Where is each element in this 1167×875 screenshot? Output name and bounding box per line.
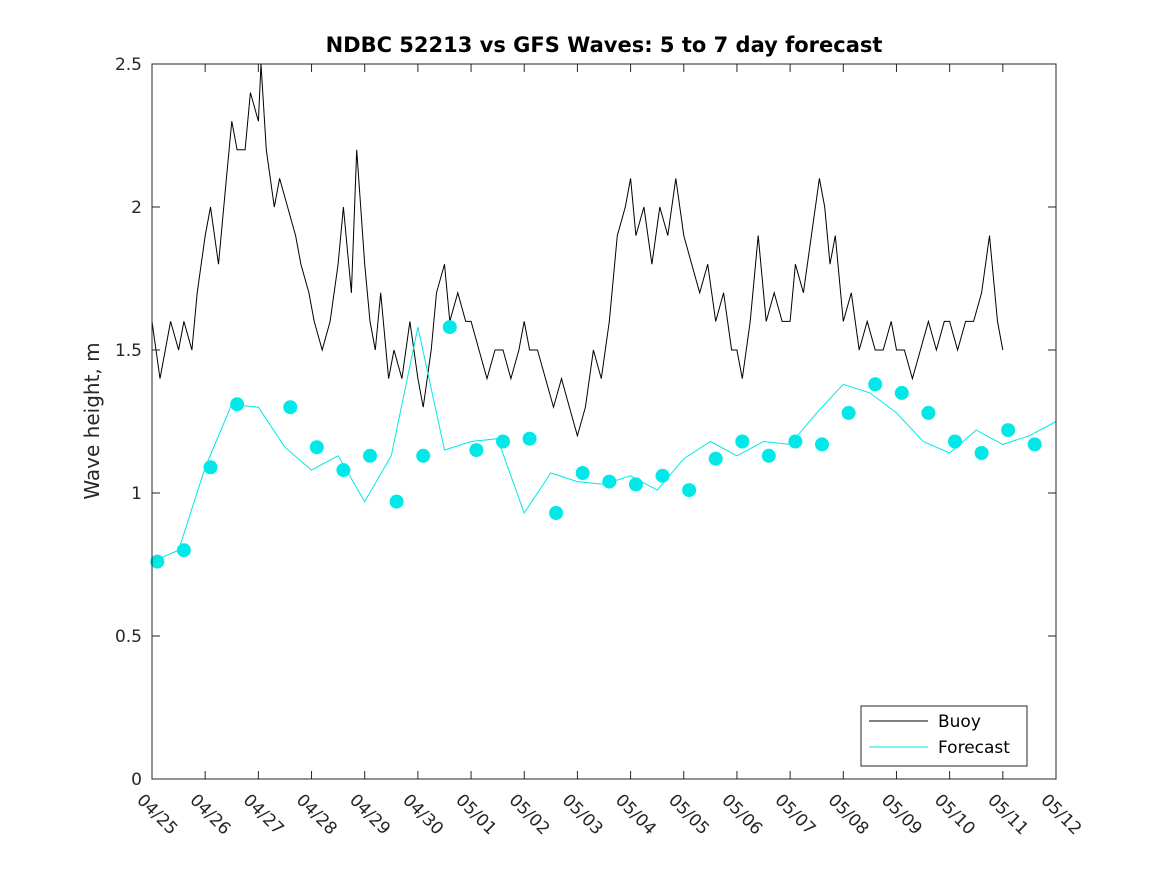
plot-frame [151,63,1057,780]
x-tick-label: 04/26 [186,790,235,839]
forecast-marker [176,543,191,558]
plot-area [150,63,1057,569]
chart-title: NDBC 52213 vs GFS Waves: 5 to 7 day fore… [326,33,883,57]
x-tick-label: 05/09 [877,790,926,839]
forecast-marker [416,448,431,463]
forecast-marker [469,443,484,458]
forecast-marker [442,320,457,335]
forecast-marker [602,474,617,489]
legend-box [860,705,1028,767]
y-tick-label: 2.5 [115,55,142,75]
x-tick-label: 05/02 [505,790,554,839]
y-tick-label: 2 [131,198,142,218]
forecast-marker [815,437,829,452]
forecast-marker [974,446,989,460]
x-tick-label: 05/08 [824,790,873,839]
forecast-marker [389,494,404,509]
y-tick-label: 1.5 [115,341,142,361]
x-tick-label: 04/29 [345,790,394,839]
forecast-marker [363,448,377,463]
x-tick-label: 05/06 [717,790,766,839]
x-tick-label: 05/03 [558,790,607,839]
forecast-marker [868,377,883,392]
forecast-marker [628,477,643,492]
forecast-marker [921,405,936,420]
forecast-marker [894,385,909,400]
forecast-marker [841,405,856,420]
forecast-marker [309,440,324,455]
forecast-marker [150,554,165,569]
y-tick-label: 0.5 [115,627,142,647]
forecast-marker [655,468,670,483]
forecast-marker [336,463,351,478]
forecast-marker [708,451,723,466]
forecast-marker [788,434,803,449]
forecast-marker [1001,423,1016,438]
x-tick-label: 04/27 [239,790,288,839]
series-line-buoy [151,63,1004,438]
forecast-marker [203,460,218,475]
forecast-marker [1027,437,1042,452]
forecast-marker [549,506,564,520]
forecast-marker [283,400,298,415]
legend-buoy-label: Buoy [938,712,981,732]
forecast-marker [230,397,245,412]
forecast-marker [682,483,697,498]
x-tick-label: 05/05 [664,790,713,839]
x-tick-label: 05/10 [930,790,979,839]
x-tick-label: 04/28 [292,790,341,839]
forecast-marker [522,431,537,446]
legend: Buoy Forecast [860,705,1028,767]
y-axis-label: Wave height, m [80,342,104,499]
forecast-marker [948,434,962,449]
legend-forecast-label: Forecast [938,738,1010,758]
x-tick-label: 04/25 [132,790,181,839]
y-tick-label: 0 [131,770,142,790]
x-tick-label: 05/11 [983,790,1032,839]
forecast-marker [575,466,590,480]
y-tick-label: 1 [131,484,142,504]
x-tick-label: 05/07 [771,790,820,839]
x-tick-label: 05/01 [452,790,501,839]
forecast-marker [761,448,776,463]
x-tick-label: 04/30 [398,790,447,839]
x-tick-label: 05/04 [611,790,660,839]
forecast-marker [735,434,750,449]
x-tick-label: 05/12 [1036,790,1085,839]
forecast-marker [496,434,510,449]
